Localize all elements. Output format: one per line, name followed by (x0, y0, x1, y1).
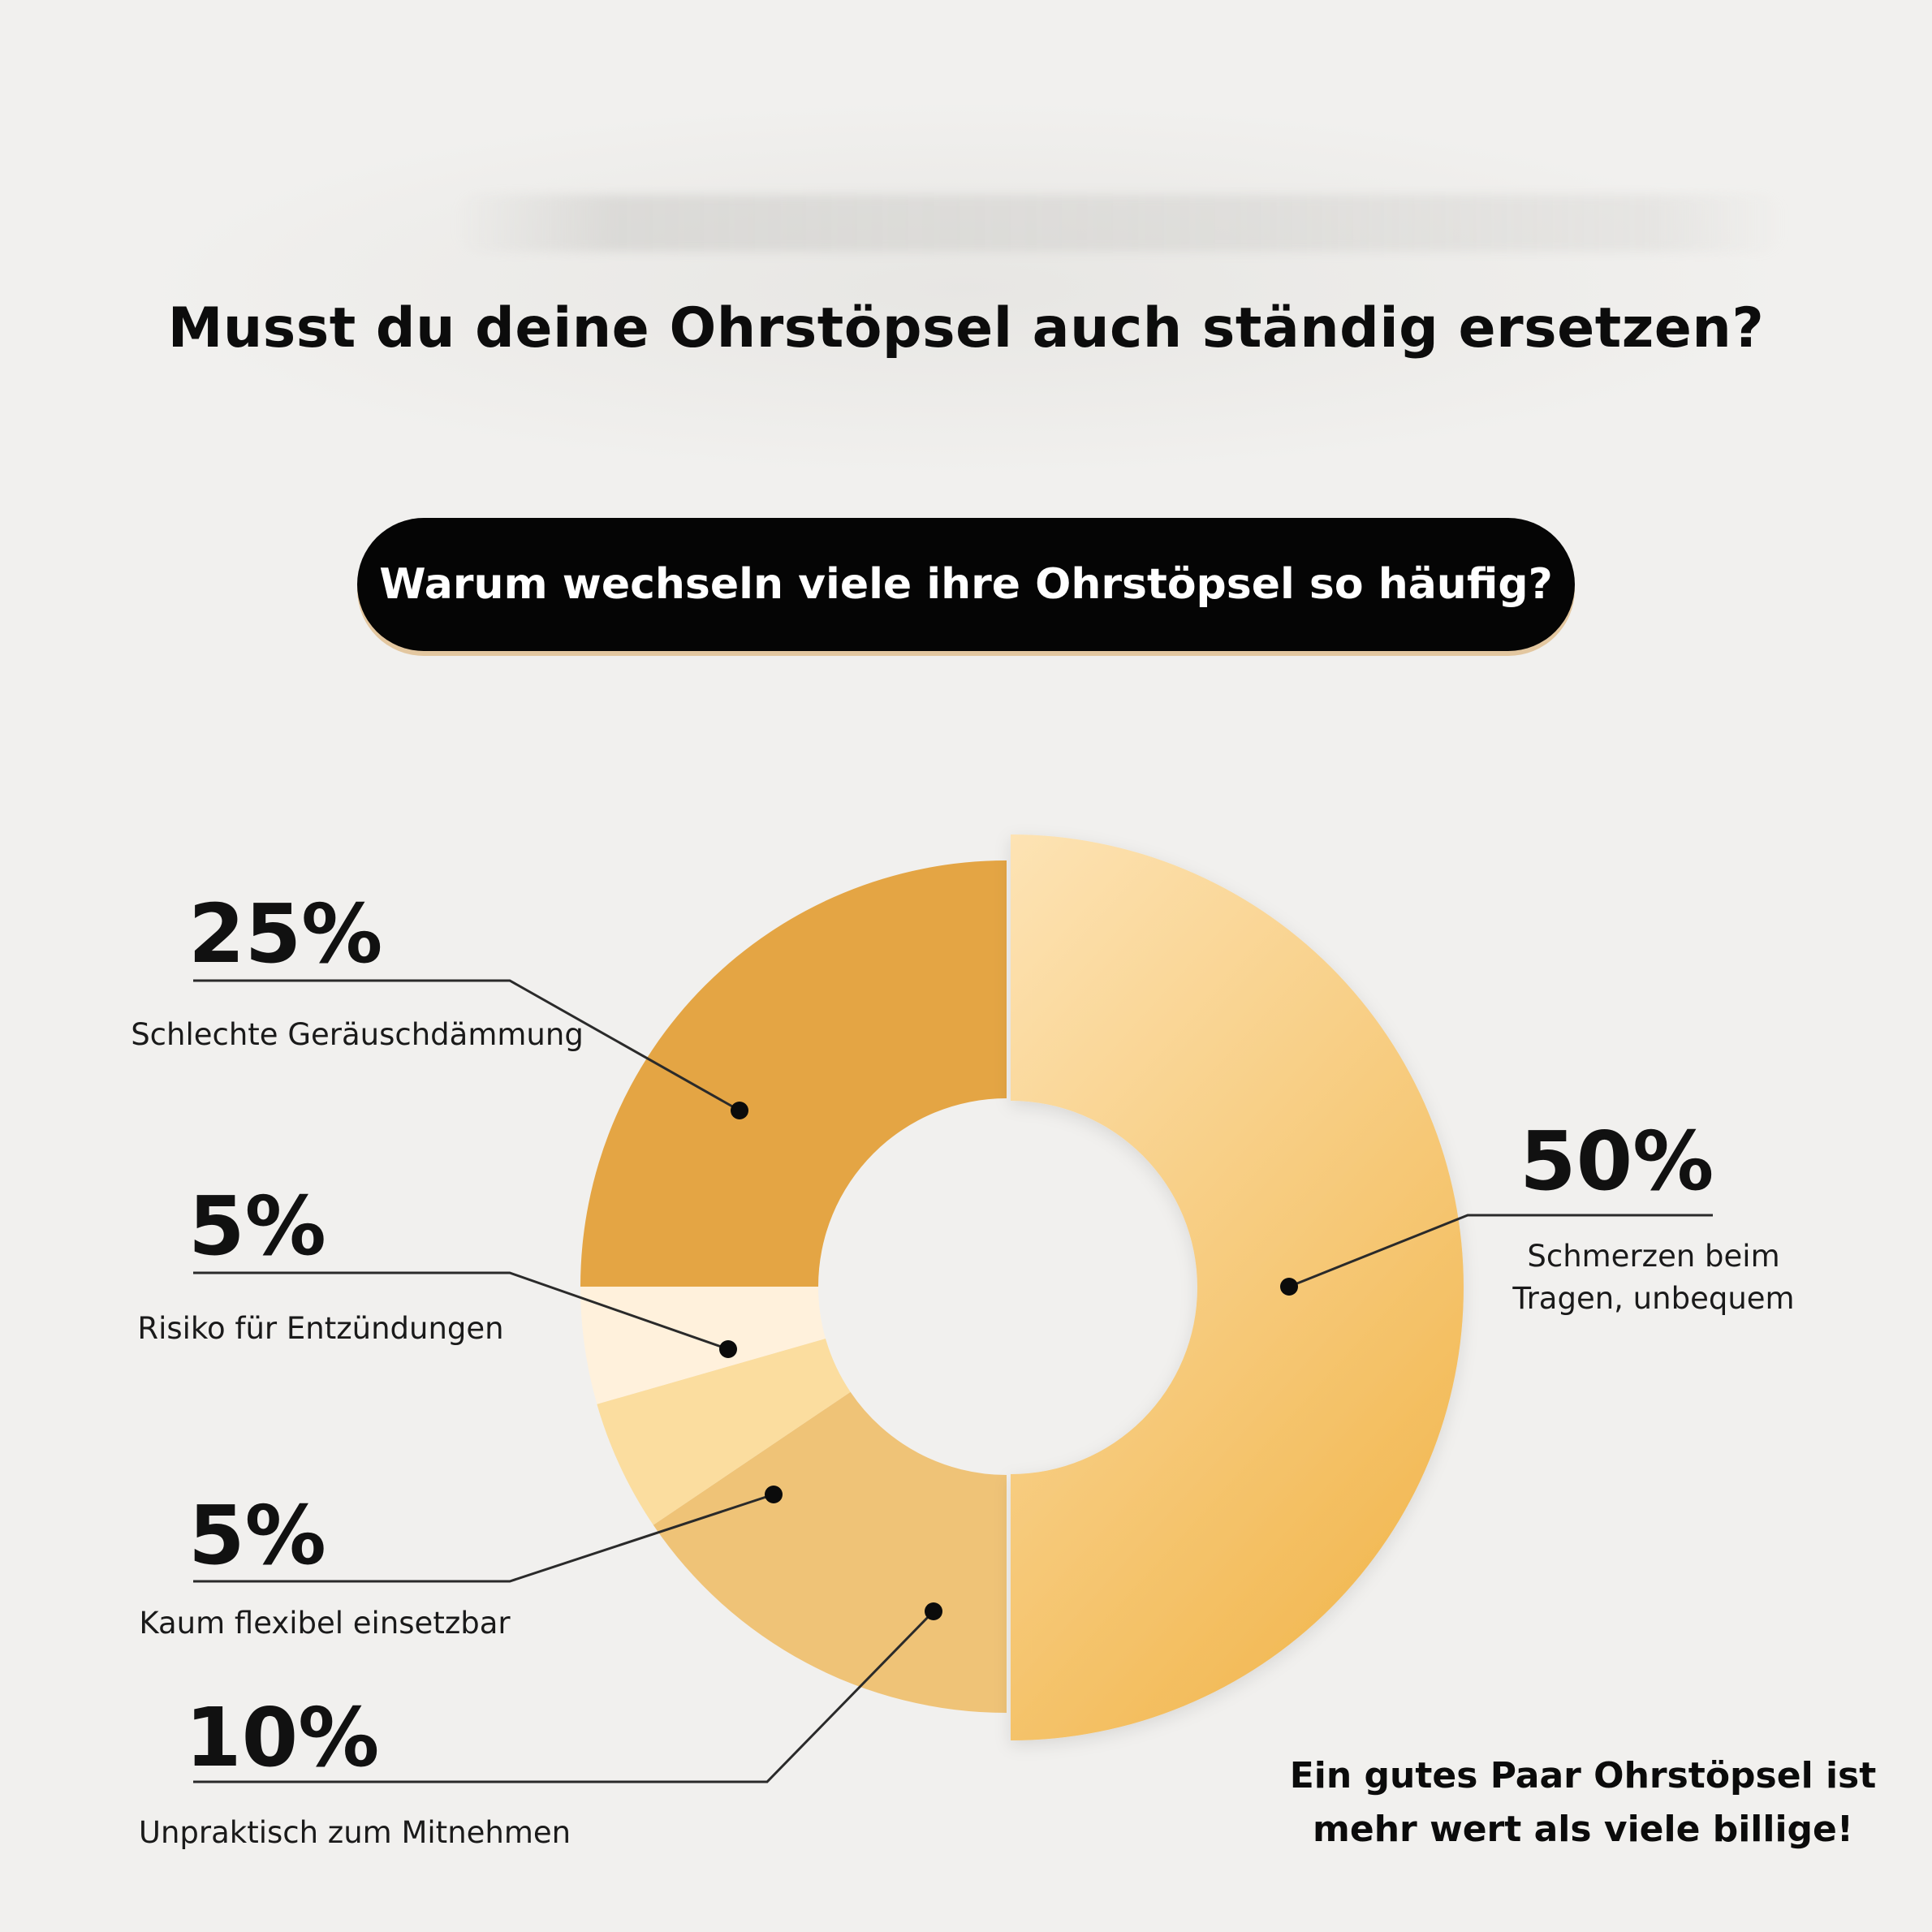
question-banner-text: Warum wechseln viele ihre Ohrstöpsel so … (379, 560, 1553, 609)
callout-dot-4 (925, 1602, 942, 1620)
callout-label-4-0: Unpraktisch zum Mitnehmen (139, 1815, 571, 1850)
callout-dot-2 (719, 1340, 737, 1358)
callout-line-3 (193, 1493, 774, 1583)
callout-percent-2: 5% (188, 1179, 326, 1274)
donut-slice-5-3 (580, 1287, 826, 1404)
callout-percent-0: 50% (1520, 1114, 1714, 1209)
callout-dot-0 (1280, 1278, 1298, 1296)
callout-line-2 (193, 1271, 729, 1351)
page-headline: Musst du deine Ohrstöpsel auch ständig e… (167, 296, 1765, 360)
callout-line-4 (193, 1610, 935, 1783)
donut-slice-5-2 (597, 1338, 851, 1525)
callout-percent-4: 10% (185, 1690, 379, 1785)
donut-slice-50 (1011, 834, 1464, 1740)
footer-line-2: mehr wert als viele billige! (1313, 1809, 1853, 1850)
callout-label-3-0: Kaum flexibel einsetzbar (139, 1606, 511, 1641)
callout-line-1 (193, 979, 740, 1112)
donut-slice-25-4 (580, 860, 1007, 1287)
donut-slices (580, 834, 1464, 1740)
footer-note: Ein gutes Paar Ohrstöpsel ist mehr wert … (1266, 1749, 1900, 1857)
callout-label-0-0: Schmerzen beim (1527, 1239, 1779, 1274)
callout-dot-1 (731, 1102, 748, 1119)
callout-label-1-0: Schlechte Geräuschdämmung (131, 1017, 584, 1052)
blurred-background-text (455, 195, 1786, 252)
background-haze (130, 97, 1802, 479)
footer-line-1: Ein gutes Paar Ohrstöpsel ist (1289, 1755, 1877, 1796)
callout-label-0-1: Tragen, unbequem (1512, 1281, 1794, 1316)
callout-label-2-0: Risiko für Entzündungen (137, 1311, 503, 1346)
donut-slice-10-1 (653, 1391, 1007, 1713)
callout-percent-3: 5% (188, 1488, 326, 1583)
question-banner: Warum wechseln viele ihre Ohrstöpsel so … (357, 518, 1575, 651)
callout-dot-3 (765, 1486, 783, 1503)
callout-percent-1: 25% (188, 886, 382, 981)
callouts: 50% Schmerzen beim Tragen, unbequem 25% Schl… (131, 886, 1794, 1850)
callout-line-0 (1288, 1214, 1713, 1288)
